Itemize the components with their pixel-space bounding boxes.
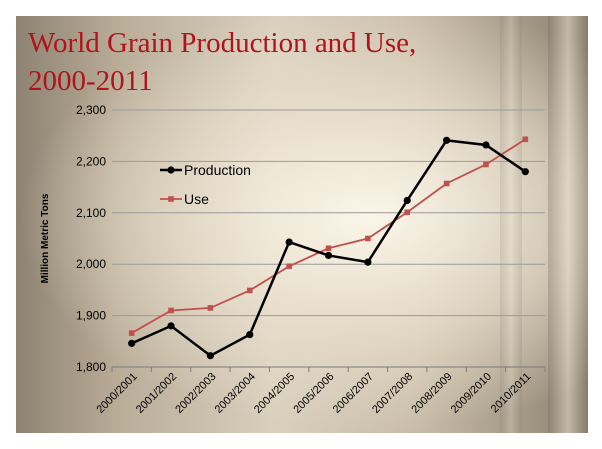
- legend-label: Production: [184, 162, 251, 178]
- x-tick-label: 2004/2005: [252, 371, 297, 416]
- data-point-production: [364, 258, 372, 266]
- y-tick-label: 2,100: [76, 206, 106, 220]
- data-point-use: [246, 287, 253, 294]
- frame: [0, 0, 16, 449]
- data-point-production: [246, 331, 254, 339]
- data-point-production: [206, 352, 215, 360]
- data-point-use: [404, 209, 411, 216]
- x-tick-label: 2008/2009: [409, 371, 454, 416]
- data-point-use: [483, 161, 489, 168]
- legend-marker: [167, 166, 175, 174]
- title-line-2: 2000-2011: [28, 65, 153, 97]
- frame: [0, 0, 602, 16]
- y-axis-label: Million Metric Tons: [40, 193, 51, 283]
- x-tick-label: 2002/2003: [173, 371, 218, 416]
- x-tick-label: 2009/2010: [449, 371, 494, 416]
- y-tick-label: 1,800: [76, 360, 106, 374]
- y-tick-label: 1,900: [76, 309, 106, 323]
- data-point-use: [443, 180, 450, 187]
- background-image: [16, 16, 588, 433]
- data-point-production: [128, 339, 136, 347]
- data-point-use: [128, 330, 135, 336]
- data-point-production: [521, 168, 529, 176]
- y-tick-label: 2,000: [76, 257, 106, 271]
- data-point-production: [324, 251, 333, 260]
- x-tick-label: 2000/2001: [95, 371, 140, 416]
- x-tick-label: 2010/2011: [489, 371, 534, 416]
- x-tick-label: 2007/2008: [370, 371, 415, 416]
- data-point-use: [168, 307, 174, 314]
- data-point-production: [442, 136, 451, 144]
- data-point-production: [285, 238, 293, 246]
- data-point-use: [207, 305, 214, 311]
- x-tick-label: 2003/2004: [213, 371, 258, 416]
- column-decoration: [500, 16, 522, 433]
- data-point-use: [286, 263, 292, 270]
- data-point-use: [365, 235, 371, 242]
- y-tick-label: 2,300: [76, 103, 106, 117]
- data-point-production: [167, 322, 175, 330]
- legend-label: Use: [184, 191, 209, 207]
- column-decoration: [548, 16, 588, 433]
- x-tick-label: 2006/2007: [331, 371, 376, 416]
- frame: [0, 433, 602, 449]
- data-point-production: [403, 196, 411, 205]
- y-tick-label: 2,200: [76, 154, 106, 168]
- x-tick-label: 2005/2006: [291, 371, 336, 416]
- title-line-1: World Grain Production and Use,: [28, 27, 417, 59]
- data-point-use: [325, 245, 332, 252]
- data-point-use: [522, 136, 529, 143]
- x-tick-label: 2001/2002: [134, 371, 179, 416]
- legend-marker: [168, 196, 174, 202]
- slide-title: World Grain Production and Use, 2000-201…: [28, 24, 548, 100]
- data-point-production: [482, 141, 490, 149]
- frame: [588, 0, 602, 449]
